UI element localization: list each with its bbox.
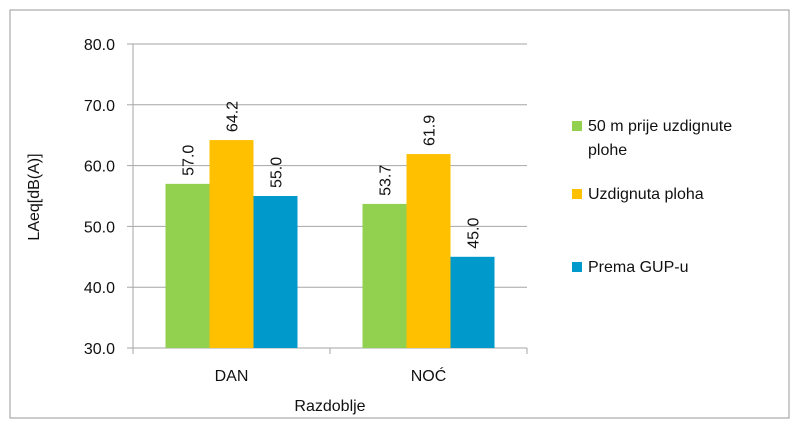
- data-labels: 57.0 64.2 55.0 53.7 61.9 45.0: [181, 101, 483, 249]
- data-label-3-1: 55.0: [269, 157, 286, 188]
- legend-swatch-series-1: [572, 121, 582, 131]
- x-tick-label-2: NOĆ: [411, 366, 447, 385]
- data-label-1-1: 57.0: [181, 145, 198, 176]
- data-label-2-2: 61.9: [422, 115, 439, 146]
- y-tick-label-1: 40.0: [84, 280, 115, 297]
- bar-1-1: [165, 183, 210, 348]
- y-tick-labels: 30.0 40.0 50.0 60.0 70.0 80.0: [84, 37, 115, 358]
- bar-2-2: [406, 154, 451, 348]
- data-label-1-2: 53.7: [378, 165, 395, 196]
- bars: [165, 140, 495, 348]
- data-label-3-2: 45.0: [466, 218, 483, 249]
- y-tick-label-0: 30.0: [84, 341, 115, 358]
- bar-3-1: [253, 196, 298, 348]
- legend-label-series-3: Prema GUP-u: [588, 259, 688, 276]
- bar-3-2: [450, 256, 495, 348]
- legend-label-series-1-line-2: plohe: [588, 142, 627, 159]
- y-tick-label-3: 60.0: [84, 159, 115, 176]
- x-tick-labels: DAN NOĆ: [215, 366, 447, 385]
- x-tick-label-1: DAN: [215, 368, 249, 385]
- data-label-2-1: 64.2: [225, 101, 242, 132]
- y-tick-label-2: 50.0: [84, 219, 115, 236]
- legend-swatch-series-3: [572, 262, 582, 272]
- bar-2-1: [209, 140, 254, 348]
- x-axis-label: Razdoblje: [294, 398, 365, 415]
- legend-label-series-2: Uzdignuta ploha: [588, 186, 704, 203]
- y-axis-label: LAeq[dB(A)]: [26, 153, 43, 240]
- legend-label-series-1-line-1: 50 m prije uzdignute: [588, 118, 732, 135]
- legend-swatch-series-2: [572, 189, 582, 199]
- legend: 50 m prije uzdignute plohe Uzdignuta plo…: [572, 118, 732, 276]
- y-tick-label-4: 70.0: [84, 98, 115, 115]
- y-tick-label-5: 80.0: [84, 37, 115, 54]
- bar-1-2: [362, 203, 407, 348]
